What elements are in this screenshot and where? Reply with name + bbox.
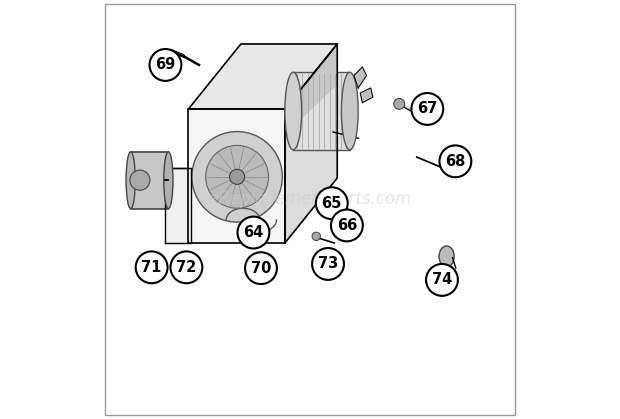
Text: 73: 73 bbox=[318, 256, 338, 272]
Circle shape bbox=[332, 205, 344, 217]
Text: 71: 71 bbox=[141, 260, 162, 275]
Text: 74: 74 bbox=[432, 272, 452, 287]
Circle shape bbox=[426, 264, 458, 296]
Ellipse shape bbox=[164, 152, 173, 209]
Circle shape bbox=[394, 98, 405, 109]
Circle shape bbox=[136, 251, 167, 283]
Circle shape bbox=[229, 169, 245, 184]
Polygon shape bbox=[188, 109, 285, 243]
Circle shape bbox=[237, 217, 269, 248]
Circle shape bbox=[440, 145, 471, 177]
Polygon shape bbox=[354, 67, 366, 88]
Ellipse shape bbox=[439, 246, 454, 267]
Ellipse shape bbox=[285, 72, 301, 150]
Text: 67: 67 bbox=[417, 101, 438, 116]
Polygon shape bbox=[285, 44, 337, 134]
Text: 64: 64 bbox=[243, 225, 264, 240]
Text: eReplacementParts.com: eReplacementParts.com bbox=[208, 190, 412, 208]
Circle shape bbox=[192, 132, 282, 222]
Circle shape bbox=[316, 187, 348, 219]
Ellipse shape bbox=[342, 72, 358, 150]
Circle shape bbox=[312, 232, 321, 241]
Circle shape bbox=[130, 170, 150, 190]
Text: 69: 69 bbox=[156, 57, 175, 72]
Polygon shape bbox=[321, 202, 329, 210]
Circle shape bbox=[245, 252, 277, 284]
Polygon shape bbox=[188, 44, 337, 109]
Polygon shape bbox=[285, 44, 337, 243]
Polygon shape bbox=[166, 168, 190, 243]
Circle shape bbox=[170, 251, 202, 283]
Circle shape bbox=[312, 248, 344, 280]
Ellipse shape bbox=[126, 152, 135, 209]
Text: 68: 68 bbox=[445, 154, 466, 169]
Circle shape bbox=[206, 145, 268, 208]
Text: 65: 65 bbox=[322, 196, 342, 211]
Text: 70: 70 bbox=[250, 261, 271, 276]
Text: 66: 66 bbox=[337, 218, 357, 233]
Polygon shape bbox=[131, 152, 169, 209]
Polygon shape bbox=[360, 88, 373, 103]
Circle shape bbox=[412, 93, 443, 125]
Circle shape bbox=[450, 167, 458, 174]
Circle shape bbox=[149, 49, 182, 81]
Text: 72: 72 bbox=[176, 260, 197, 275]
Polygon shape bbox=[293, 72, 350, 150]
Circle shape bbox=[331, 210, 363, 241]
